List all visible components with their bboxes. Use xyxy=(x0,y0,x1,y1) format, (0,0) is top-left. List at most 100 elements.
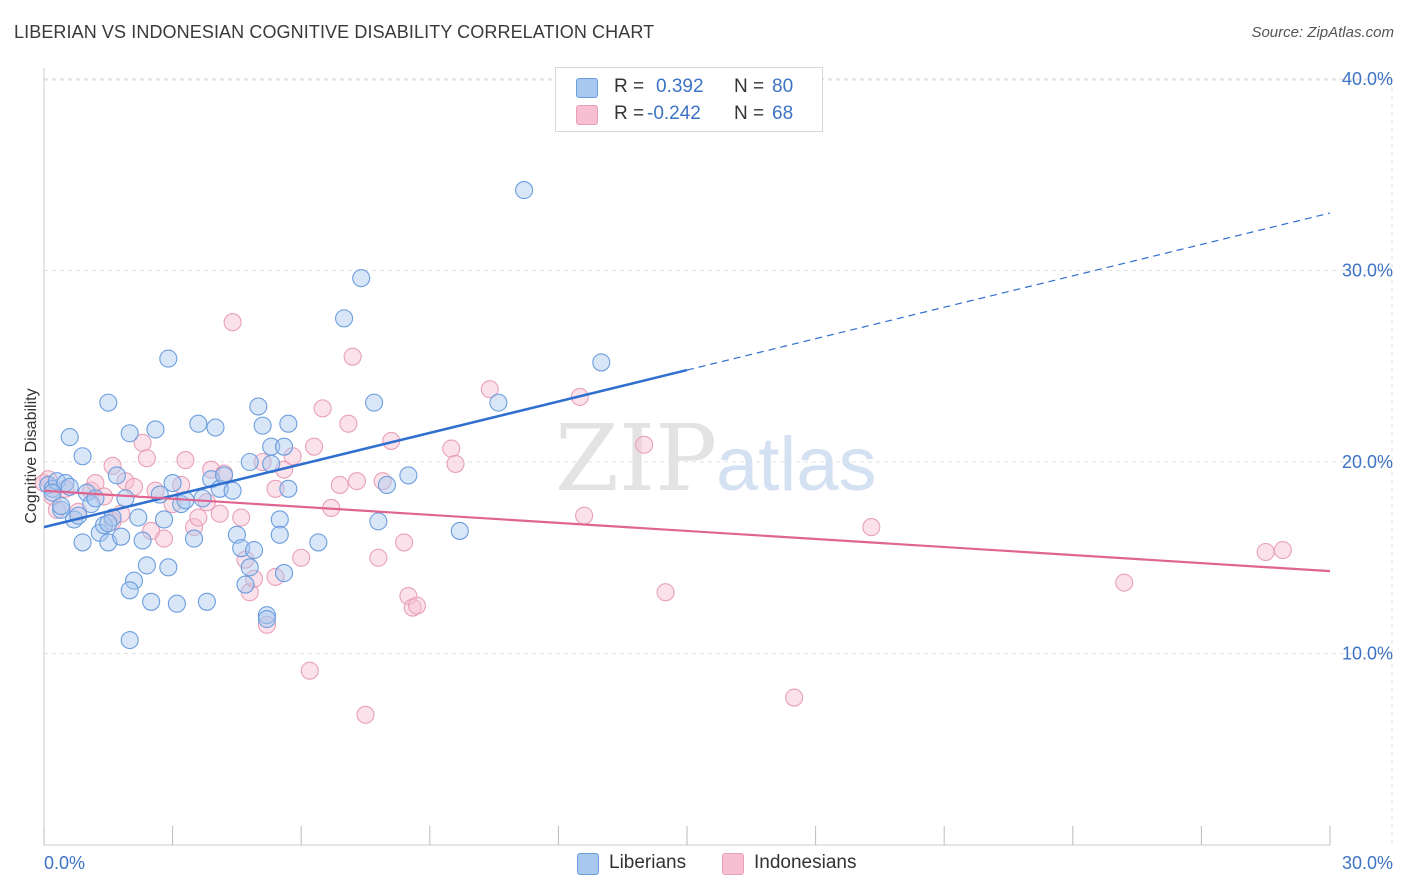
y-axis-title: Cognitive Disability xyxy=(23,388,40,523)
liberians-point xyxy=(257,606,276,625)
liberians-point xyxy=(163,474,182,493)
indonesians-point xyxy=(1273,541,1292,560)
indonesians-point xyxy=(480,380,499,399)
indonesians-point xyxy=(232,508,251,527)
liberians-point xyxy=(275,564,294,583)
indonesians-point xyxy=(343,347,362,366)
indonesians-point xyxy=(656,583,675,602)
indonesians-point xyxy=(103,456,122,475)
liberians-point xyxy=(154,510,174,529)
liberians-point xyxy=(223,481,242,500)
liberians-point xyxy=(116,489,135,508)
liberians-point xyxy=(227,525,246,544)
liberians-point xyxy=(99,514,118,533)
liberians-point xyxy=(107,466,126,485)
chart-title: LIBERIAN VS INDONESIAN COGNITIVE DISABIL… xyxy=(14,22,655,42)
indonesians-point xyxy=(210,504,229,523)
liberians-point xyxy=(236,575,255,594)
liberians-point xyxy=(253,416,272,435)
indonesians-point xyxy=(575,506,594,525)
liberians-point xyxy=(99,393,118,412)
legend-n-label: N = xyxy=(734,76,765,97)
liberians-point xyxy=(133,531,152,550)
legend-n-value: 80 xyxy=(772,76,794,97)
indonesians-point xyxy=(407,596,426,615)
liberians-point xyxy=(146,420,165,439)
tick-labels: 10.0% 20.0% 30.0% 40.0% 0.0% 30.0% xyxy=(44,69,1393,873)
indonesians-point xyxy=(785,688,804,707)
liberians-point xyxy=(52,496,71,516)
indonesians-point xyxy=(292,548,311,567)
liberians-point xyxy=(52,500,71,519)
liberians-point xyxy=(124,571,144,590)
indonesians-swatch xyxy=(576,105,598,125)
indonesians-point xyxy=(635,435,654,454)
indonesians-point xyxy=(395,533,414,552)
liberians-point xyxy=(137,556,156,575)
liberians-point xyxy=(159,349,178,368)
liberians-trend-line xyxy=(43,368,688,529)
liberians-point xyxy=(270,525,289,544)
liberians-point xyxy=(309,533,328,552)
y-tick-label: 20.0% xyxy=(1342,452,1393,472)
liberians-point xyxy=(120,581,139,600)
bottom-legend-indonesians[interactable]: Indonesians xyxy=(722,852,872,876)
trend-lines xyxy=(43,212,1331,573)
liberians-point xyxy=(197,592,216,611)
indonesians-point xyxy=(189,508,208,527)
source-label: Source: ZipAtlas.com xyxy=(1251,24,1394,41)
legend-r-value: 0.392 xyxy=(656,76,704,97)
liberians-point xyxy=(515,181,534,200)
liberians-point xyxy=(244,541,264,560)
liberians-point xyxy=(240,558,259,577)
watermark-atlas: atlas xyxy=(716,422,877,507)
indonesians-point xyxy=(442,439,461,458)
y-axis-label: Cognitive Disability xyxy=(23,388,40,523)
liberians-point xyxy=(592,353,611,372)
liberians-points xyxy=(39,181,611,650)
legend-r-label: R = xyxy=(614,76,645,97)
watermark: ZIP atlas xyxy=(555,405,877,512)
indonesians-point xyxy=(266,479,285,498)
indonesians-swatch xyxy=(722,853,744,875)
legend-label-liberians: Liberians xyxy=(609,852,687,873)
liberians-point xyxy=(335,309,354,328)
liberians-point xyxy=(257,609,276,629)
indonesians-point xyxy=(300,661,319,680)
liberians-point xyxy=(262,437,281,456)
axes xyxy=(43,68,1331,846)
liberians-point xyxy=(167,594,186,613)
liberians-point xyxy=(279,414,298,433)
indonesians-point xyxy=(446,454,465,473)
y-tick-label: 30.0% xyxy=(1342,261,1393,281)
indonesians-point xyxy=(137,449,156,468)
liberians-point xyxy=(86,489,105,508)
indonesians-point xyxy=(257,615,276,634)
bottom-legend-liberians[interactable]: Liberians xyxy=(577,852,697,876)
liberians-point xyxy=(142,592,161,611)
y-tick-label: 10.0% xyxy=(1342,644,1393,664)
legend-n-value: 68 xyxy=(772,103,794,124)
indonesians-point xyxy=(356,705,375,724)
legend-label-indonesians: Indonesians xyxy=(754,852,857,873)
liberians-point xyxy=(193,489,212,508)
indonesians-point xyxy=(339,414,358,433)
legend-r-label: R = xyxy=(614,103,645,124)
liberians-point xyxy=(270,510,289,529)
indonesians-point xyxy=(266,567,285,586)
indonesians-point xyxy=(176,451,195,470)
indonesians-point xyxy=(330,475,349,495)
liberians-point xyxy=(249,397,268,416)
x-tick-label: 30.0% xyxy=(1342,853,1393,873)
liberians-point xyxy=(120,424,139,443)
liberians-point xyxy=(489,393,508,412)
liberians-point xyxy=(120,631,139,650)
indonesians-point xyxy=(313,399,332,418)
legend-r-value: -0.242 xyxy=(647,103,701,124)
liberians-point xyxy=(377,475,396,495)
indonesians-trend-line xyxy=(43,489,1331,573)
indonesians-point xyxy=(369,548,388,567)
liberians-point xyxy=(240,452,259,472)
liberians-point xyxy=(184,529,204,548)
indonesians-point xyxy=(1115,573,1134,592)
